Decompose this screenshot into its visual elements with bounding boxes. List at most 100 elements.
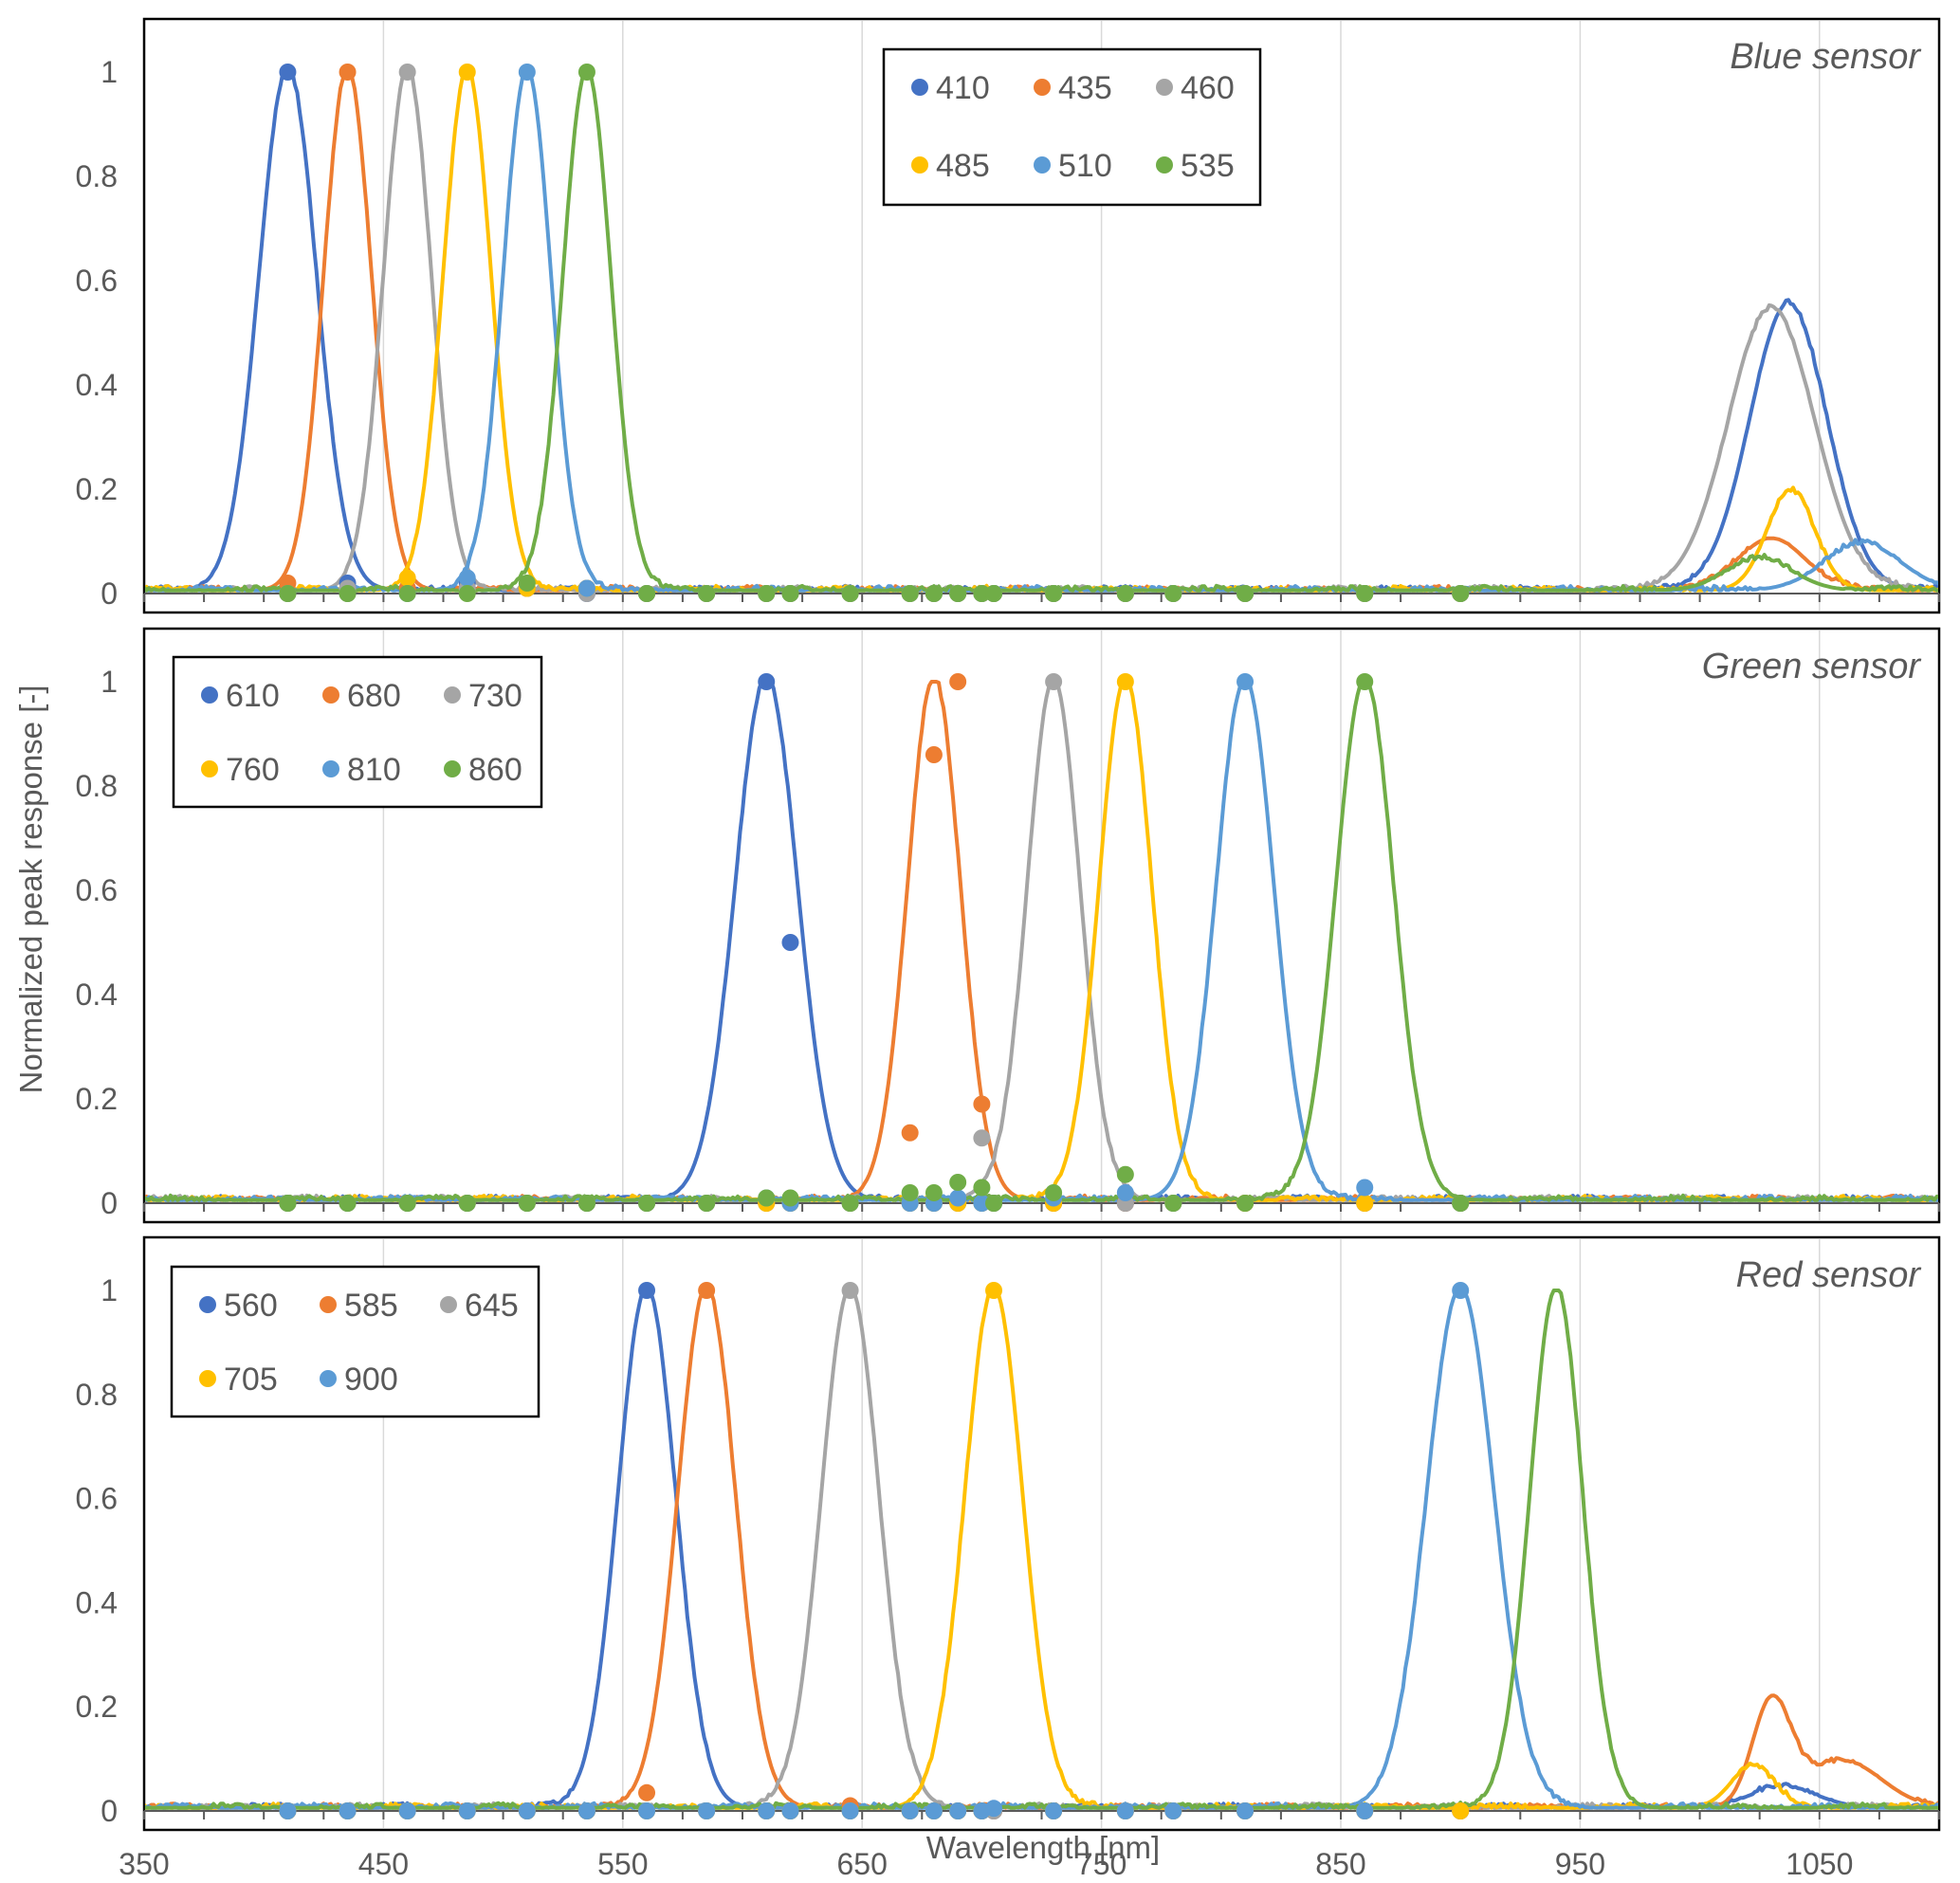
data-point: [398, 1802, 416, 1819]
y-tick-label: 0.2: [76, 472, 118, 506]
data-point: [1356, 673, 1374, 690]
legend-label: 410: [936, 70, 990, 106]
data-point: [973, 1095, 991, 1113]
x-tick-label: 650: [837, 1847, 888, 1881]
legend-label: 610: [226, 678, 280, 714]
data-point: [925, 746, 943, 763]
data-point: [398, 585, 416, 602]
legend-marker: [1034, 79, 1051, 96]
panel: 0 0.2 0.4 0.6 0.8 1 Blue sensor 410 435 460 485 510…: [76, 17, 1941, 614]
y-tick-label: 1: [101, 1273, 118, 1307]
data-point: [638, 1282, 656, 1299]
x-tick-label: 350: [119, 1847, 169, 1881]
data-point: [638, 1802, 656, 1819]
series-line: [145, 70, 1938, 593]
data-point: [398, 569, 416, 587]
legend-marker: [1156, 79, 1173, 96]
data-point: [1236, 585, 1255, 602]
legend: 560 585 645 705 900: [170, 1265, 540, 1418]
legend-marker: [201, 686, 218, 704]
data-point: [339, 1195, 357, 1212]
data-point: [279, 1195, 297, 1212]
data-point: [901, 1802, 919, 1819]
data-point: [1164, 1195, 1182, 1212]
legend-label: 560: [224, 1288, 278, 1324]
legend-marker: [320, 1370, 337, 1387]
data-point: [279, 64, 297, 81]
series-line: [145, 1289, 1938, 1810]
y-tick-label: 1: [101, 55, 118, 89]
legend-marker: [911, 156, 928, 174]
panel: 0 0.2 0.4 0.6 0.8 1 Green sensor 610 680 730 760 81…: [76, 627, 1941, 1224]
legend-label: 435: [1058, 70, 1112, 106]
data-point: [577, 1802, 595, 1819]
data-point: [949, 673, 967, 690]
panels: 0 0.2 0.4 0.6 0.8 1 Blue sensor 410 435 460 485 510…: [76, 17, 1941, 1881]
data-point: [1356, 1802, 1374, 1819]
data-point: [1045, 673, 1063, 690]
data-point: [781, 1802, 799, 1819]
legend-label: 705: [224, 1362, 278, 1398]
data-point: [949, 1802, 967, 1819]
data-point: [1045, 1184, 1063, 1201]
data-point: [398, 1195, 416, 1212]
y-tick-label: 0.8: [76, 769, 118, 803]
data-point: [781, 934, 799, 951]
y-tick-label: 0.6: [76, 1482, 118, 1516]
legend-label: 510: [1058, 148, 1112, 184]
legend-marker: [1156, 156, 1173, 174]
x-tick-label: 1050: [1786, 1847, 1853, 1881]
legend-label: 860: [468, 752, 522, 788]
data-point: [985, 1195, 1003, 1212]
data-point: [841, 585, 859, 602]
data-point: [925, 1184, 943, 1201]
data-point: [985, 585, 1003, 602]
y-axis-label: Normalized peak response [-]: [13, 685, 48, 1093]
data-point: [458, 64, 476, 81]
data-point: [758, 1802, 776, 1819]
data-point: [985, 1282, 1003, 1299]
data-point: [1236, 1802, 1255, 1819]
data-point: [925, 585, 943, 602]
legend-label: 730: [468, 678, 522, 714]
legend-marker: [444, 686, 461, 704]
legend-label: 900: [344, 1362, 398, 1398]
data-point: [1116, 1165, 1134, 1183]
legend-marker: [201, 760, 218, 777]
legend-marker: [440, 1296, 457, 1313]
data-point: [1356, 1179, 1374, 1197]
legend-marker: [444, 760, 461, 777]
data-point: [698, 1195, 716, 1212]
data-point: [1045, 1802, 1063, 1819]
data-point: [949, 1174, 967, 1191]
data-point: [1116, 1184, 1134, 1201]
data-point: [841, 1195, 859, 1212]
legend: 410 435 460 485 510 535: [882, 47, 1262, 207]
data-point: [698, 1282, 716, 1299]
y-tick-label: 0: [101, 1794, 118, 1828]
data-point: [985, 1800, 1003, 1818]
data-point: [901, 585, 919, 602]
series-markers: [279, 64, 1470, 602]
data-point: [339, 64, 357, 81]
data-point: [973, 1179, 991, 1197]
data-point: [973, 1129, 991, 1147]
data-point: [758, 673, 776, 690]
data-point: [973, 585, 991, 602]
series-lines: [145, 680, 1938, 1202]
legend-marker: [1034, 156, 1051, 174]
data-point: [698, 585, 716, 602]
legend-label: 680: [347, 678, 401, 714]
data-point: [518, 575, 536, 592]
data-point: [758, 1189, 776, 1207]
legend-box: [882, 47, 1262, 207]
y-tick-label: 0.4: [76, 1585, 118, 1619]
data-point: [1045, 585, 1063, 602]
data-point: [339, 585, 357, 602]
legend-label: 485: [936, 148, 990, 184]
data-point: [1116, 585, 1134, 602]
legend-label: 535: [1181, 148, 1235, 184]
y-tick-label: 0.8: [76, 159, 118, 193]
data-point: [638, 1783, 656, 1801]
